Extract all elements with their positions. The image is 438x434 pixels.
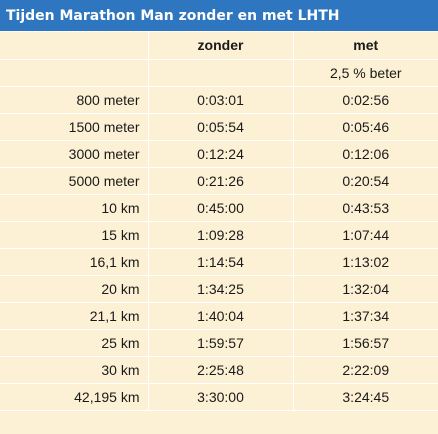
table-row: 30 km 2:25:48 2:22:09 (0, 356, 438, 384)
note-label (0, 59, 149, 87)
time-zonder-cell: 0:45:00 (148, 194, 294, 222)
time-zonder-cell: 1:59:57 (148, 329, 294, 357)
times-table: zonder met 2,5 % beter 800 meter 0:03:01 0… (0, 32, 438, 411)
table-row: 42,195 km 3:30:00 3:24:45 (0, 383, 438, 411)
time-zonder-cell: 1:40:04 (148, 302, 294, 330)
time-met-cell: 1:13:02 (293, 248, 438, 276)
time-zonder-cell: 1:09:28 (148, 221, 294, 249)
time-zonder-cell: 3:30:00 (148, 383, 294, 411)
time-met-cell: 0:12:06 (293, 140, 438, 168)
column-header-met: met (293, 32, 438, 60)
time-zonder-cell: 2:25:48 (148, 356, 294, 384)
time-zonder-cell: 0:03:01 (148, 86, 294, 114)
table-row: 15 km 1:09:28 1:07:44 (0, 221, 438, 249)
column-header-label (0, 32, 149, 60)
distance-cell: 1500 meter (0, 113, 149, 141)
time-met-cell: 0:20:54 (293, 167, 438, 195)
time-met-cell: 0:43:53 (293, 194, 438, 222)
distance-cell: 15 km (0, 221, 149, 249)
time-met-cell: 1:07:44 (293, 221, 438, 249)
column-header-row: zonder met (0, 32, 438, 60)
note-zonder (148, 59, 294, 87)
time-zonder-cell: 1:34:25 (148, 275, 294, 303)
time-met-cell: 0:05:46 (293, 113, 438, 141)
time-met-cell: 2:22:09 (293, 356, 438, 384)
distance-cell: 25 km (0, 329, 149, 357)
time-met-cell: 0:02:56 (293, 86, 438, 114)
time-zonder-cell: 0:12:24 (148, 140, 294, 168)
time-zonder-cell: 0:21:26 (148, 167, 294, 195)
distance-cell: 16,1 km (0, 248, 149, 276)
distance-cell: 3000 meter (0, 140, 149, 168)
table-row: 25 km 1:59:57 1:56:57 (0, 329, 438, 357)
distance-cell: 5000 meter (0, 167, 149, 195)
column-header-zonder: zonder (148, 32, 294, 60)
table-row: 5000 meter 0:21:26 0:20:54 (0, 167, 438, 195)
time-zonder-cell: 0:05:54 (148, 113, 294, 141)
distance-cell: 30 km (0, 356, 149, 384)
note-row: 2,5 % beter (0, 59, 438, 87)
table-row: 1500 meter 0:05:54 0:05:46 (0, 113, 438, 141)
distance-cell: 800 meter (0, 86, 149, 114)
table-row: 16,1 km 1:14:54 1:13:02 (0, 248, 438, 276)
table-row: 21,1 km 1:40:04 1:37:34 (0, 302, 438, 330)
table-row: 20 km 1:34:25 1:32:04 (0, 275, 438, 303)
distance-cell: 21,1 km (0, 302, 149, 330)
table-row: 3000 meter 0:12:24 0:12:06 (0, 140, 438, 168)
table-title: Tijden Marathon Man zonder en met LHTH (0, 0, 438, 32)
distance-cell: 20 km (0, 275, 149, 303)
time-met-cell: 3:24:45 (293, 383, 438, 411)
time-met-cell: 1:37:34 (293, 302, 438, 330)
note-met: 2,5 % beter (293, 59, 438, 87)
distance-cell: 42,195 km (0, 383, 149, 411)
distance-cell: 10 km (0, 194, 149, 222)
table-row: 10 km 0:45:00 0:43:53 (0, 194, 438, 222)
table-row: 800 meter 0:03:01 0:02:56 (0, 86, 438, 114)
time-met-cell: 1:56:57 (293, 329, 438, 357)
time-met-cell: 1:32:04 (293, 275, 438, 303)
time-zonder-cell: 1:14:54 (148, 248, 294, 276)
